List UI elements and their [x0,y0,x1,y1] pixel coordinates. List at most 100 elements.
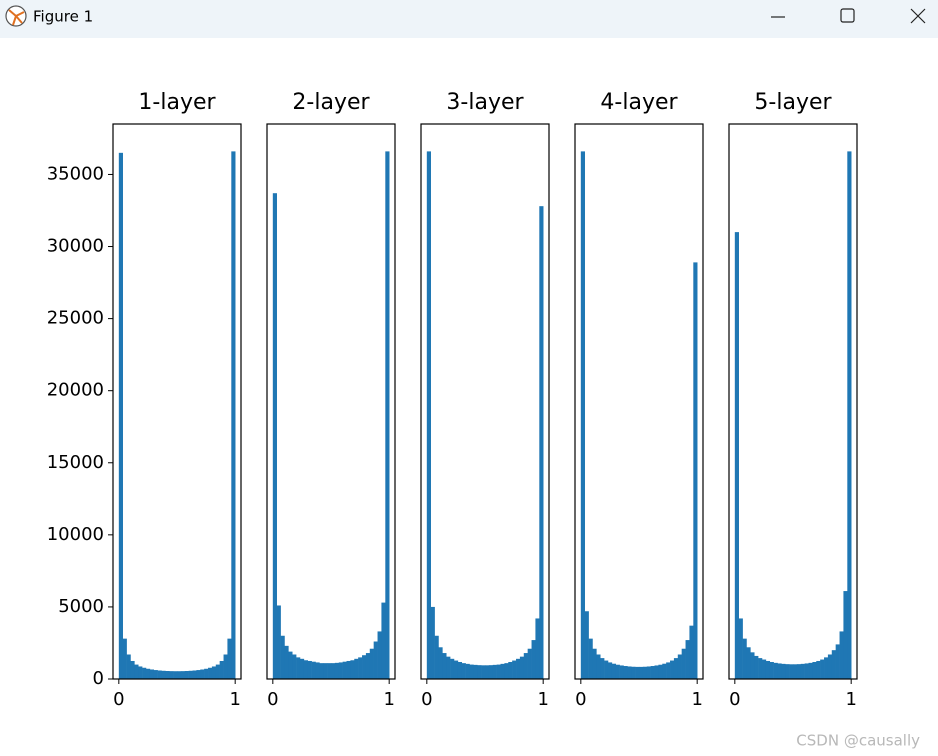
histogram-bar [516,658,521,679]
histogram-bar [588,638,593,679]
histogram-bar [350,660,355,679]
x-tick-label: 1 [383,689,394,710]
close-button[interactable] [910,8,926,24]
histogram-bar [118,152,123,679]
histogram-bar [746,647,751,679]
histogram-bar [173,671,178,679]
histogram-bar [446,656,451,679]
histogram-bar [438,647,443,679]
histogram-bar [288,651,293,679]
axes-frame [112,123,242,680]
histogram-bar [342,661,347,679]
histogram-bar [758,658,763,679]
histogram-bar [450,658,455,679]
histogram-bar [781,663,786,679]
y-tick-label: 10000 [47,524,104,545]
histogram-bar [481,665,486,679]
x-tick-label: 0 [421,689,432,710]
chart-title: 2-layer [292,90,370,115]
histogram-bar [385,151,390,679]
y-tick-label: 5000 [58,596,104,617]
histogram-bar [477,665,482,679]
histogram-bar [808,662,813,679]
histogram-bar [615,664,620,679]
histogram-bar [138,666,143,679]
histogram-bar [365,653,371,679]
x-tick-label: 1 [845,689,856,710]
histogram-bar [496,664,501,679]
histogram-bar [831,650,836,679]
histogram-bar [777,663,782,679]
histogram-bar [642,666,648,679]
histogram-bar [512,660,517,679]
histogram-bar [639,666,644,679]
chart-title: 1-layer [138,90,216,115]
histogram-bar [607,662,613,679]
histogram-bar [785,664,790,679]
histogram-bar [130,660,135,679]
histogram-bar [734,232,739,679]
histogram-bar [673,658,679,679]
y-tick-label: 25000 [47,308,104,329]
histogram-bar [122,638,127,679]
histogram-bar [219,660,224,679]
histogram-bar [334,662,340,679]
histogram-bar [149,669,155,679]
histogram-bar [157,670,162,679]
histogram-bar [204,668,209,679]
histogram-bar [789,664,794,679]
histogram-bar [500,663,505,679]
histogram-bar [531,640,536,679]
histogram-bar [800,663,805,679]
histogram-bar [465,663,470,679]
y-tick-label: 35000 [47,163,104,184]
histogram-bar [296,657,301,679]
histogram-bar [311,661,316,679]
histogram-bar [457,661,463,679]
histogram-bar [847,151,852,679]
histogram-bar [685,640,690,679]
x-tick-label: 0 [575,689,586,710]
histogram-bar [843,591,848,679]
histogram-bar [145,668,151,679]
histogram-bar [442,653,447,679]
histogram-bar [623,666,628,679]
histogram-bar [284,645,289,679]
histogram-bar [473,664,478,679]
x-tick-label: 1 [229,689,240,710]
histogram-bar [169,671,174,679]
histogram-bar [315,662,320,679]
histogram-bar [381,602,386,679]
histogram-bar [742,638,747,679]
histogram-bar [666,662,671,679]
histogram-bar [604,660,609,679]
histogram-bar [354,658,359,679]
histogram-bar [754,655,759,679]
histogram-bar [793,664,798,679]
histogram-bar [804,663,809,679]
maximize-button[interactable] [840,8,855,23]
histogram-bar [331,663,336,679]
axes-frame [420,123,550,680]
window-title: Figure 1 [33,8,93,26]
histogram-bar [142,667,147,679]
histogram-bar [769,661,774,679]
histogram-bar [196,670,201,679]
histogram-bar [689,625,694,679]
x-tick-label: 1 [537,689,548,710]
histogram-bar [426,151,431,679]
histogram-bar [765,660,771,679]
histogram-bar [165,670,170,679]
histogram-bar [738,618,743,679]
histogram-bar [839,631,844,679]
histogram-bar [693,262,698,679]
histogram-bar [504,663,509,679]
histogram-bar [461,663,466,679]
y-tick-label: 15000 [47,452,104,473]
histogram-bar [377,631,382,679]
histogram-bar [820,659,825,679]
x-tick-label: 0 [729,689,740,710]
histogram-bar [635,666,640,679]
histogram-bar [631,666,636,679]
histogram-bar [627,666,632,679]
